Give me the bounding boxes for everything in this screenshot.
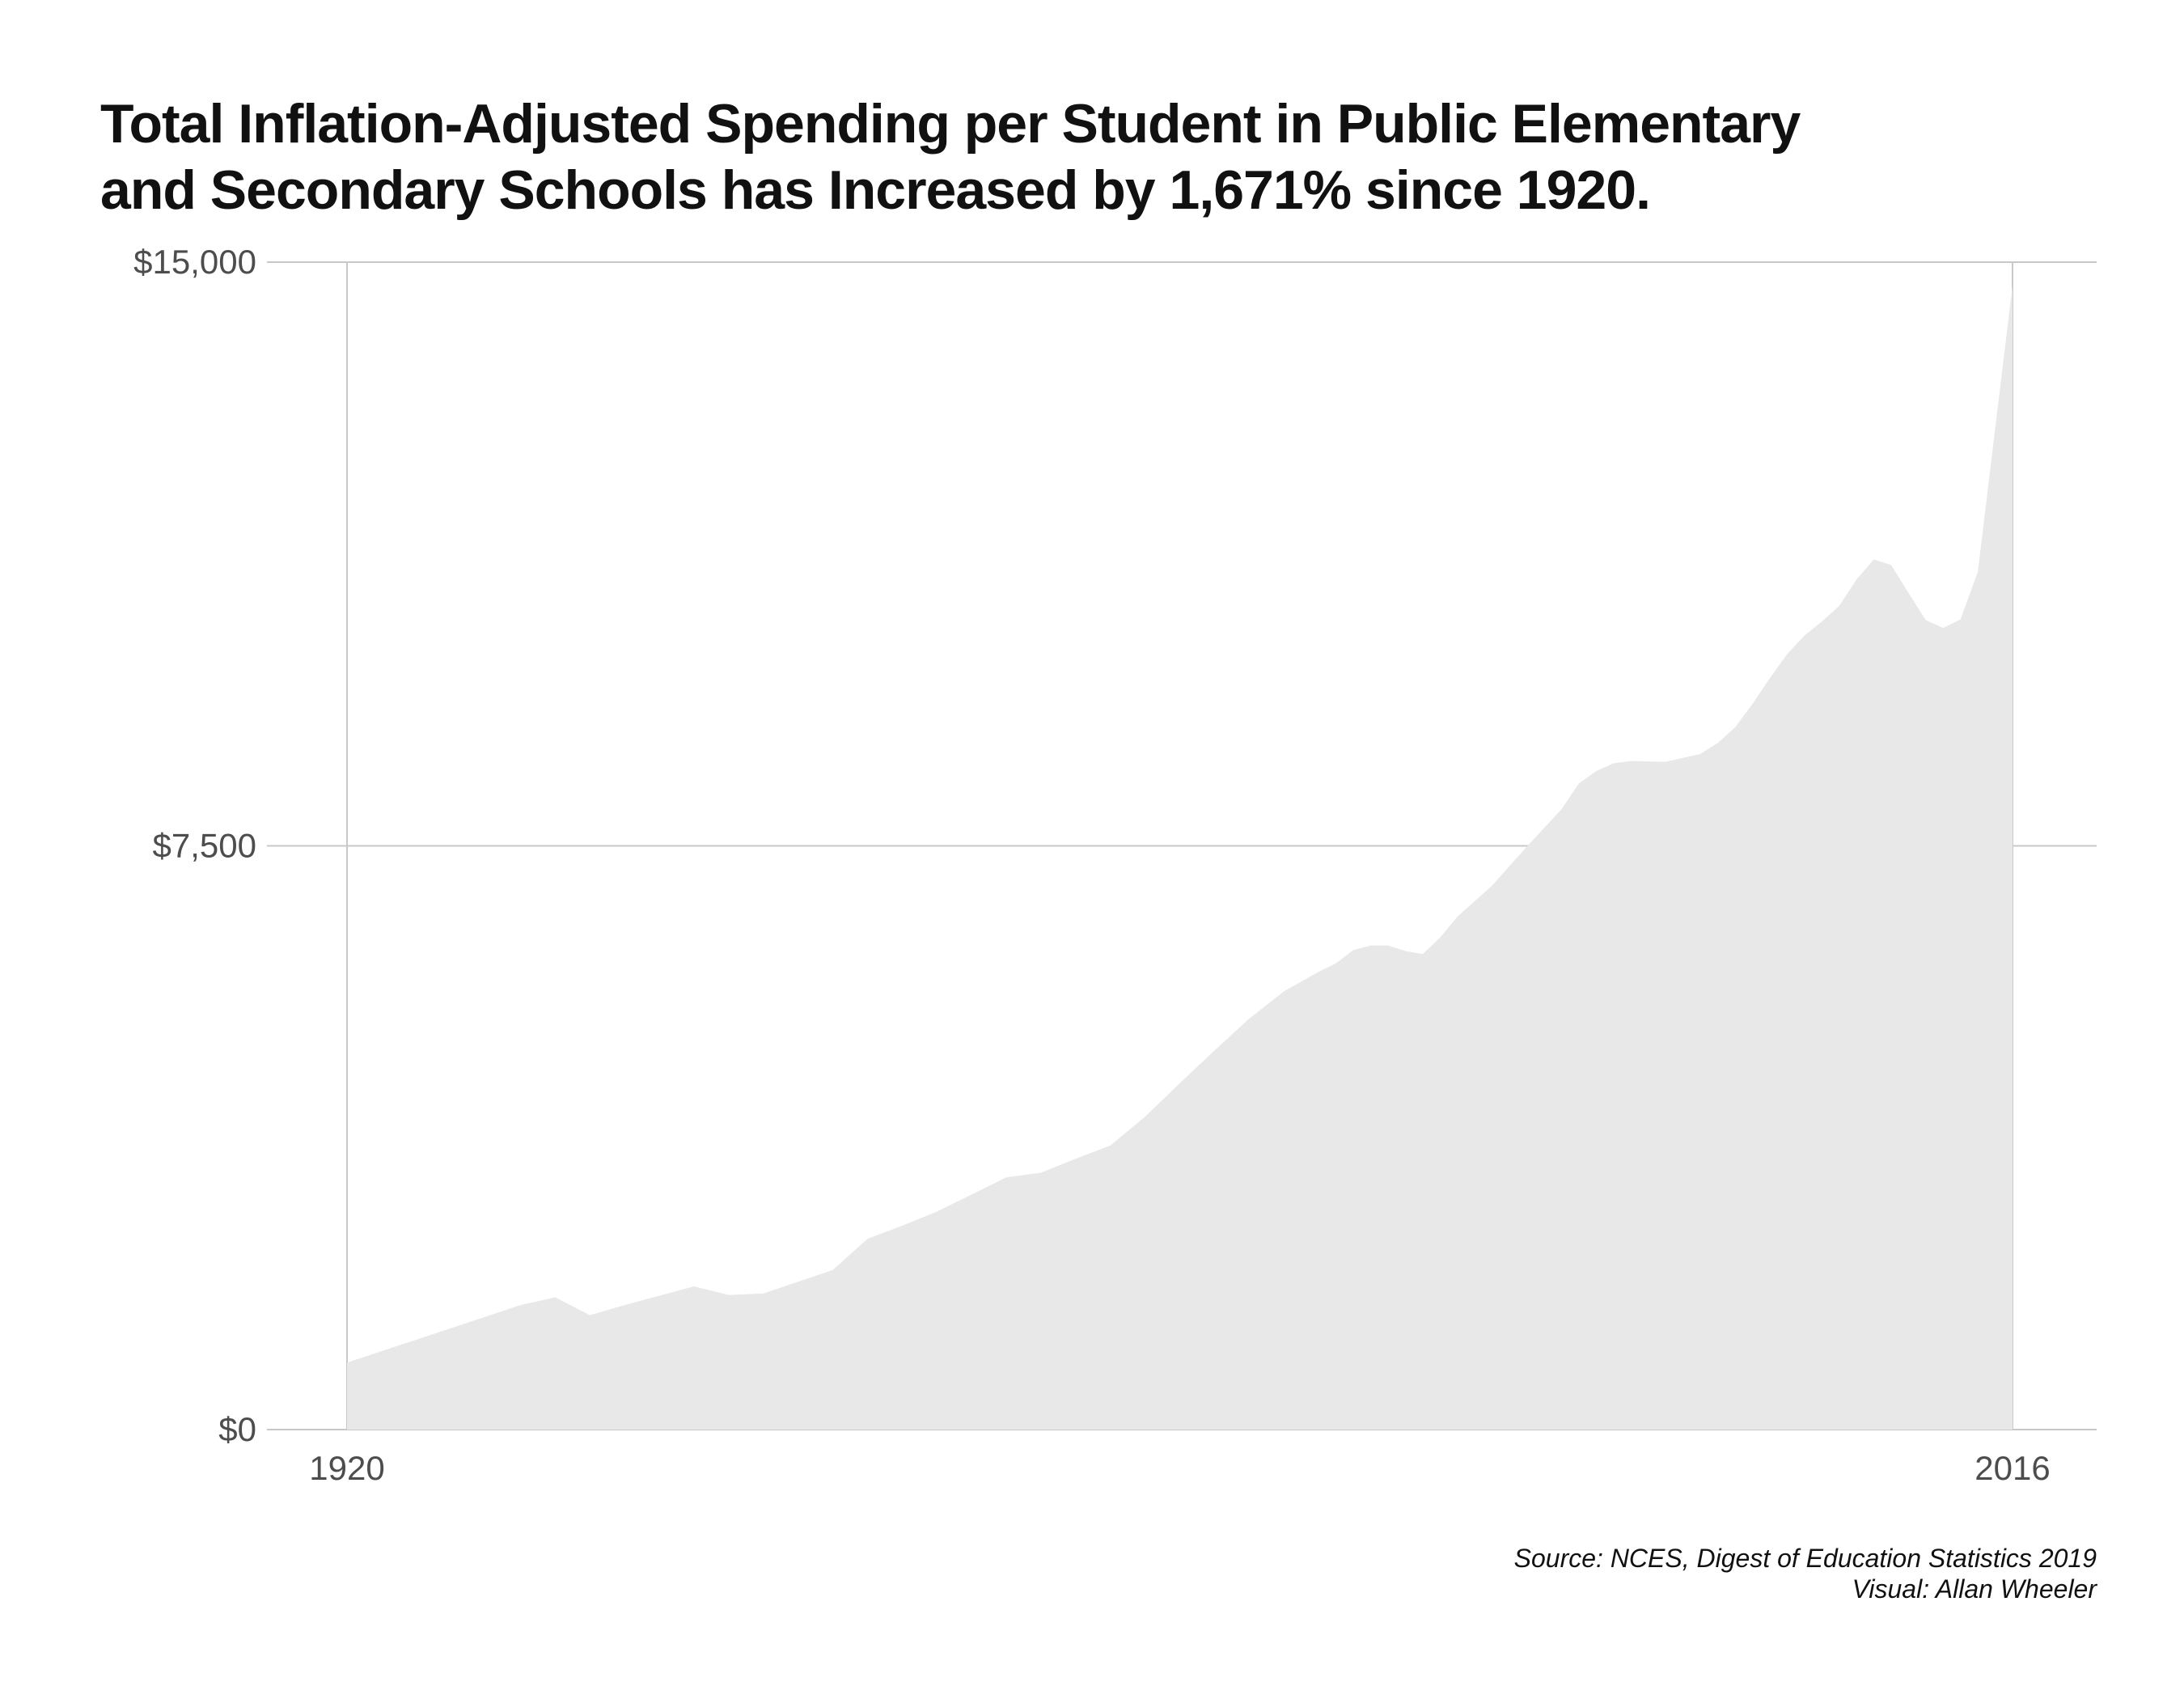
spending-area bbox=[347, 285, 2013, 1430]
y-tick-label: $7,500 bbox=[153, 827, 256, 865]
tick-label-layer: $0 $7,500 $15,000 1920 2016 bbox=[133, 243, 2051, 1487]
x-tick-label: 1920 bbox=[309, 1449, 384, 1487]
chart-title-line-1: Total Inflation-Adjusted Spending per St… bbox=[100, 93, 1801, 155]
area-layer bbox=[347, 285, 2013, 1430]
chart-title-line-2: and Secondary Schools has Increased by 1… bbox=[100, 159, 1651, 221]
chart-title: Total Inflation-Adjusted Spending per St… bbox=[100, 91, 1961, 223]
visual-credit: Visual: Allan Wheeler bbox=[1852, 1574, 2097, 1604]
y-tick-label: $0 bbox=[218, 1410, 256, 1448]
x-tick-label: 2016 bbox=[1974, 1449, 2050, 1487]
source-caption: Source: NCES, Digest of Education Statis… bbox=[1514, 1543, 2097, 1604]
y-tick-label: $15,000 bbox=[133, 243, 256, 281]
source-credit: Source: NCES, Digest of Education Statis… bbox=[1513, 1544, 2097, 1573]
